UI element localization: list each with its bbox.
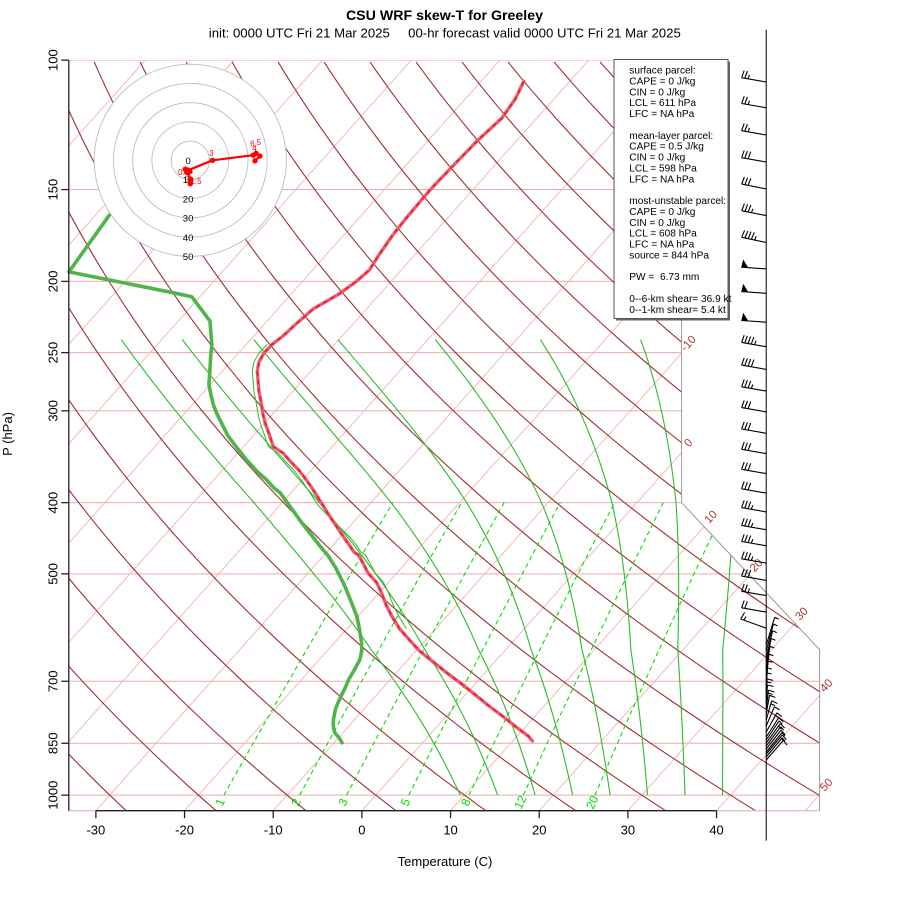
svg-text:1.5: 1.5: [190, 177, 202, 186]
svg-text:3: 3: [209, 149, 214, 158]
svg-text:300: 300: [45, 400, 60, 422]
svg-text:LCL = 611 hPa: LCL = 611 hPa: [629, 98, 696, 109]
svg-text:40: 40: [183, 233, 194, 244]
svg-text:10: 10: [443, 823, 457, 838]
svg-text:0: 0: [358, 823, 365, 838]
svg-text:50: 50: [183, 252, 194, 263]
svg-text:LFC = NA hPa: LFC = NA hPa: [629, 109, 694, 120]
svg-text:-30: -30: [86, 823, 105, 838]
svg-text:Temperature (C): Temperature (C): [398, 854, 493, 869]
svg-text:6: 6: [250, 139, 255, 148]
svg-text:20: 20: [583, 793, 601, 811]
svg-text:30: 30: [183, 214, 194, 225]
svg-text:20: 20: [183, 194, 194, 205]
svg-text:source = 844 hPa: source = 844 hPa: [629, 251, 709, 262]
svg-text:CIN = 0 J/kg: CIN = 0 J/kg: [629, 218, 685, 229]
svg-text:LCL = 608 hPa: LCL = 608 hPa: [629, 229, 697, 240]
svg-text:1: 1: [186, 175, 191, 184]
svg-text:CAPE = 0 J/kg: CAPE = 0 J/kg: [629, 207, 695, 218]
svg-text:12: 12: [511, 793, 529, 811]
svg-text:CAPE = 0.5 J/kg: CAPE = 0.5 J/kg: [629, 142, 704, 153]
svg-text:850: 850: [45, 732, 60, 754]
svg-text:40: 40: [709, 823, 723, 838]
svg-text:0--1-km shear= 5.4 kt: 0--1-km shear= 5.4 kt: [629, 305, 726, 316]
svg-text:LFC = NA hPa: LFC = NA hPa: [629, 240, 694, 251]
svg-text:20: 20: [532, 823, 546, 838]
svg-text:100: 100: [45, 49, 60, 71]
svg-text:0.5: 0.5: [178, 168, 190, 177]
svg-text:most-unstable parcel:: most-unstable parcel:: [629, 196, 726, 207]
svg-text:PW = 6.73 mm: PW = 6.73 mm: [629, 272, 699, 283]
svg-text:surface parcel:: surface parcel:: [629, 66, 695, 77]
svg-text:LFC = NA hPa: LFC = NA hPa: [629, 174, 694, 185]
svg-text:P (hPa): P (hPa): [0, 412, 15, 456]
svg-text:mean-layer parcel:: mean-layer parcel:: [629, 131, 713, 142]
svg-text:CIN = 0 J/kg: CIN = 0 J/kg: [629, 153, 685, 164]
svg-text:150: 150: [45, 179, 60, 201]
svg-text:0--6-km shear= 36.9 kt: 0--6-km shear= 36.9 kt: [629, 294, 731, 305]
svg-text:CIN = 0 J/kg: CIN = 0 J/kg: [629, 87, 685, 98]
svg-text:0: 0: [185, 156, 190, 167]
svg-text:1000: 1000: [45, 781, 60, 810]
svg-text:700: 700: [45, 670, 60, 692]
svg-text:400: 400: [45, 492, 60, 514]
svg-text:200: 200: [45, 271, 60, 293]
svg-text:30: 30: [621, 823, 635, 838]
svg-text:-20: -20: [175, 823, 194, 838]
svg-text:CSU WRF skew-T for Greeley: CSU WRF skew-T for Greeley: [346, 8, 543, 24]
svg-text:CAPE = 0 J/kg: CAPE = 0 J/kg: [629, 76, 695, 87]
svg-text:-10: -10: [264, 823, 283, 838]
svg-text:LCL = 598 hPa: LCL = 598 hPa: [629, 163, 697, 174]
svg-text:init: 0000 UTC Fri 21 Mar 2025: init: 0000 UTC Fri 21 Mar 2025 00-hr for…: [209, 26, 681, 41]
svg-text:10: 10: [183, 175, 194, 186]
svg-text:500: 500: [45, 563, 60, 585]
svg-text:250: 250: [45, 342, 60, 364]
svg-text:5: 5: [256, 138, 261, 147]
svg-text:4: 4: [252, 144, 257, 153]
